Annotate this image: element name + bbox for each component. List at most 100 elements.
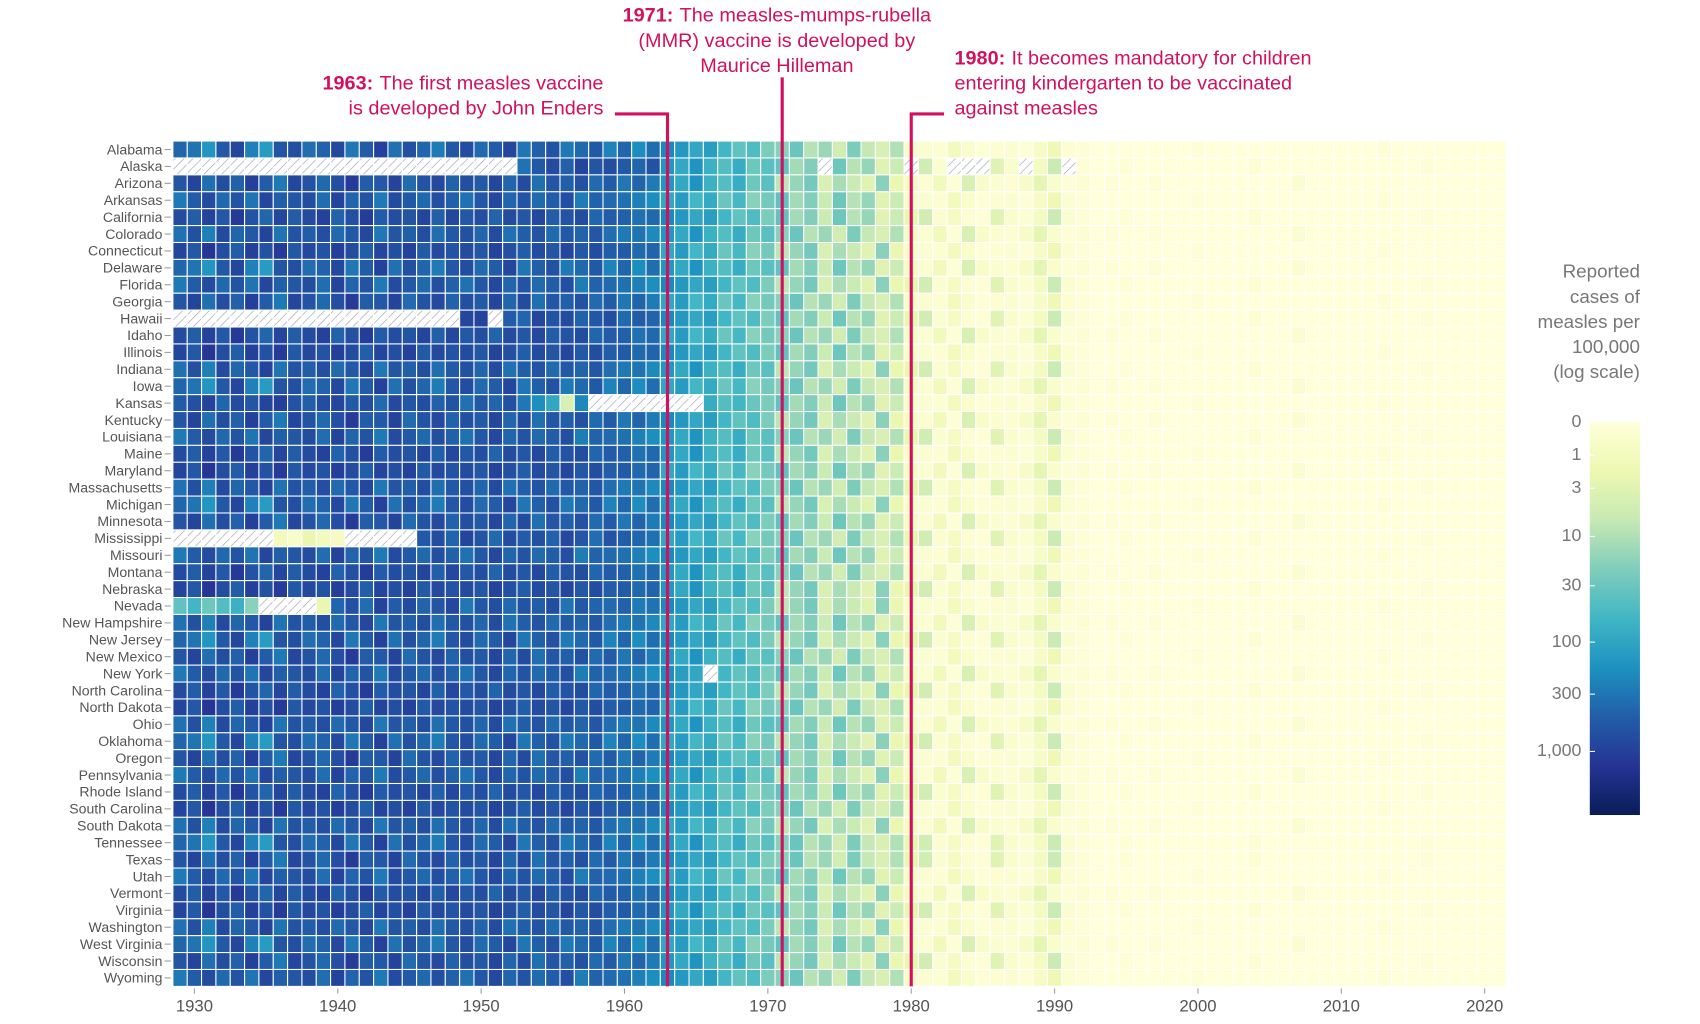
cell bbox=[1003, 597, 1020, 615]
cell bbox=[387, 952, 403, 970]
cell bbox=[1247, 394, 1263, 413]
cell bbox=[631, 901, 647, 920]
cell bbox=[602, 580, 618, 599]
cell bbox=[1003, 495, 1020, 514]
cell bbox=[272, 495, 289, 514]
cell bbox=[1104, 782, 1120, 801]
cell bbox=[201, 326, 217, 345]
cell bbox=[760, 275, 776, 294]
cell bbox=[272, 174, 289, 193]
cell bbox=[860, 241, 876, 260]
cell bbox=[1018, 529, 1034, 548]
cell bbox=[487, 597, 504, 615]
cell bbox=[1491, 394, 1507, 413]
cell bbox=[702, 968, 719, 987]
cell bbox=[731, 968, 747, 987]
cell bbox=[960, 901, 977, 920]
cell bbox=[1233, 715, 1249, 734]
cell bbox=[975, 495, 991, 514]
cell bbox=[1376, 208, 1393, 227]
row-label: Ohio bbox=[133, 716, 163, 732]
cell bbox=[1190, 816, 1206, 835]
cell bbox=[602, 901, 618, 920]
cell bbox=[1376, 613, 1393, 632]
cell bbox=[975, 833, 991, 852]
cell bbox=[1276, 191, 1292, 210]
cell bbox=[244, 664, 260, 683]
cell bbox=[444, 833, 461, 852]
cell bbox=[1061, 191, 1077, 210]
cell bbox=[932, 343, 948, 362]
cell bbox=[1018, 326, 1034, 345]
cell bbox=[602, 478, 618, 497]
cell bbox=[258, 174, 274, 193]
cell bbox=[201, 647, 217, 666]
cell bbox=[1118, 208, 1134, 227]
cell bbox=[645, 749, 661, 768]
legend-title: (log scale) bbox=[1553, 361, 1640, 382]
cell bbox=[416, 681, 432, 700]
cell bbox=[201, 597, 217, 615]
cell bbox=[301, 782, 317, 801]
missing-cell bbox=[215, 309, 231, 328]
colorbar-tick-label: 3 bbox=[1572, 477, 1582, 497]
cell bbox=[831, 952, 848, 970]
cell bbox=[272, 613, 289, 632]
cell bbox=[1304, 597, 1321, 615]
missing-cell bbox=[201, 529, 217, 548]
cell bbox=[1032, 732, 1048, 751]
row-label: Florida bbox=[119, 277, 162, 293]
cell bbox=[487, 529, 504, 548]
cell bbox=[358, 664, 375, 683]
cell bbox=[645, 698, 661, 717]
cell bbox=[358, 241, 375, 260]
cell bbox=[387, 512, 403, 531]
cell bbox=[530, 427, 547, 446]
cell bbox=[745, 715, 762, 734]
cell bbox=[559, 174, 575, 193]
cell bbox=[1018, 850, 1034, 869]
cell bbox=[1419, 546, 1436, 565]
cell bbox=[1390, 478, 1407, 497]
cell bbox=[1261, 597, 1278, 615]
cell bbox=[516, 630, 532, 649]
cell bbox=[559, 613, 575, 632]
cell bbox=[616, 241, 633, 260]
cell bbox=[860, 225, 876, 244]
cell bbox=[1061, 495, 1077, 514]
missing-cell bbox=[287, 157, 303, 176]
cell bbox=[258, 461, 274, 480]
cell bbox=[244, 952, 260, 970]
cell bbox=[287, 225, 303, 244]
cell bbox=[1247, 630, 1263, 649]
cell bbox=[1075, 292, 1091, 311]
cell bbox=[358, 918, 375, 937]
cell bbox=[1276, 901, 1292, 920]
cell bbox=[731, 630, 747, 649]
cell bbox=[1204, 377, 1220, 396]
cell bbox=[573, 968, 590, 987]
cell bbox=[186, 580, 203, 599]
cell bbox=[645, 360, 661, 379]
cell bbox=[1347, 952, 1364, 970]
cell bbox=[745, 140, 762, 159]
cell bbox=[1477, 613, 1493, 632]
cell bbox=[373, 681, 389, 700]
cell bbox=[1089, 597, 1106, 615]
cell bbox=[889, 444, 905, 463]
cell bbox=[401, 444, 418, 463]
cell bbox=[258, 850, 274, 869]
cell bbox=[846, 529, 862, 548]
cell bbox=[1433, 833, 1450, 852]
cell bbox=[1089, 427, 1106, 446]
cell bbox=[387, 275, 403, 294]
cell bbox=[1118, 935, 1134, 954]
cell bbox=[344, 766, 360, 785]
cell bbox=[559, 630, 575, 649]
cell bbox=[702, 377, 719, 396]
cell bbox=[1104, 766, 1120, 785]
cell bbox=[760, 461, 776, 480]
cell bbox=[358, 343, 375, 362]
cell bbox=[1147, 309, 1163, 328]
cell bbox=[1003, 208, 1020, 227]
